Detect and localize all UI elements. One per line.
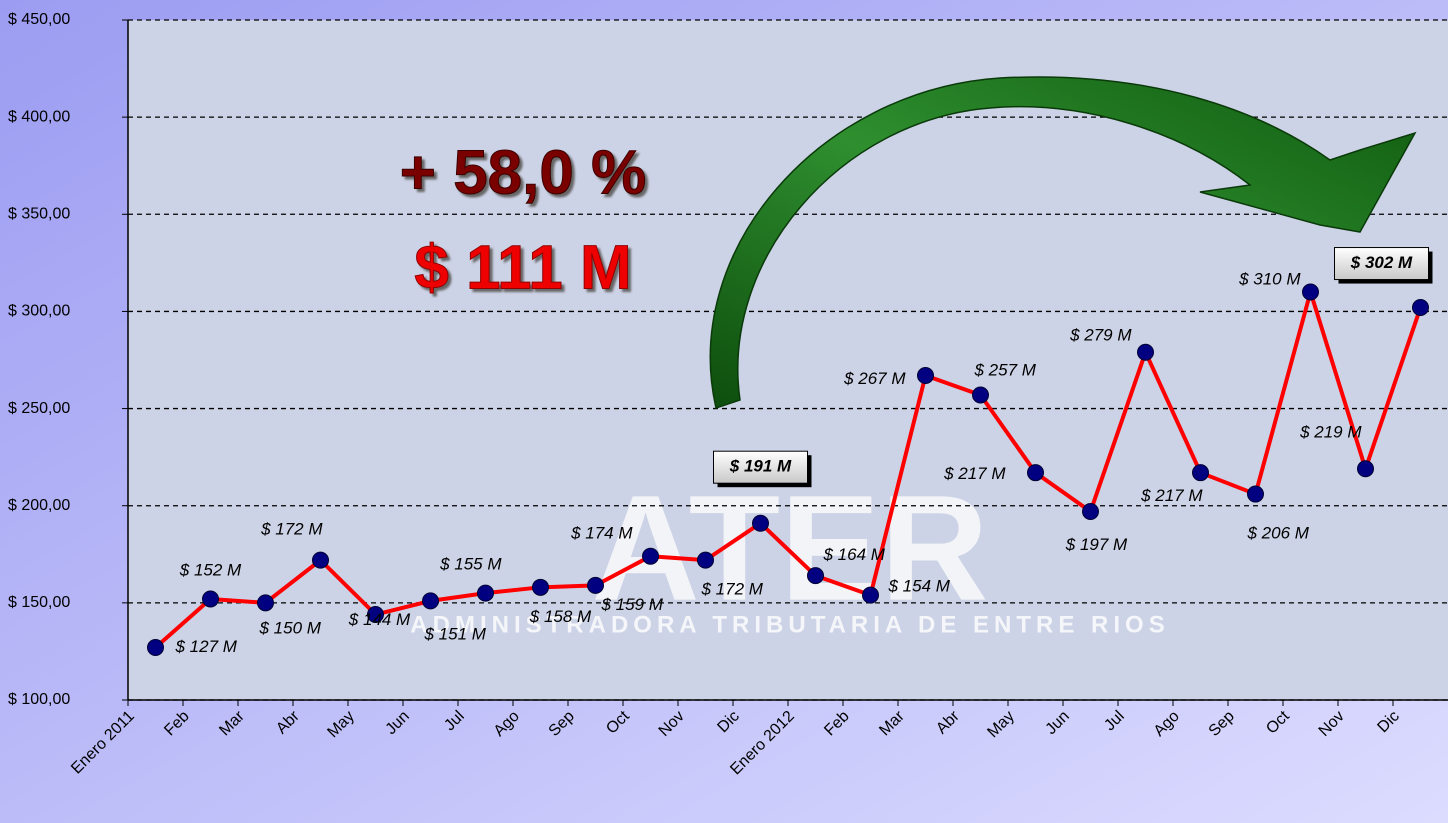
y-tick-label: $ 250,00: [8, 400, 70, 417]
y-tick-label: $ 150,00: [8, 594, 70, 611]
value-label: $ 155 M: [439, 555, 502, 574]
value-label: $ 191 M: [729, 457, 792, 476]
data-point: [918, 368, 934, 384]
data-point: [313, 552, 329, 568]
y-tick-label: $ 200,00: [8, 497, 70, 514]
value-label: $ 164 M: [823, 545, 886, 564]
data-point: [1303, 284, 1319, 300]
data-point: [148, 640, 164, 656]
data-point: [1138, 344, 1154, 360]
data-point: [808, 568, 824, 584]
value-label: $ 174 M: [570, 524, 633, 543]
value-label: $ 279 M: [1069, 326, 1132, 345]
y-tick-label: $ 400,00: [8, 108, 70, 125]
value-label: $ 154 M: [888, 577, 951, 596]
data-point: [1193, 465, 1209, 481]
value-label: $ 197 M: [1065, 535, 1128, 554]
data-point: [863, 587, 879, 603]
value-label: $ 127 M: [175, 637, 238, 656]
data-point: [588, 577, 604, 593]
growth-percent: + 58,0 %: [400, 138, 646, 207]
value-label: $ 144 M: [348, 610, 411, 629]
value-label: $ 310 M: [1238, 269, 1301, 288]
data-point: [753, 515, 769, 531]
y-tick-label: $ 100,00: [8, 691, 70, 708]
value-label: $ 159 M: [601, 595, 664, 614]
data-point: [643, 548, 659, 564]
value-label: $ 219 M: [1299, 422, 1362, 441]
data-point: [1413, 300, 1429, 316]
value-label: $ 257 M: [974, 360, 1037, 379]
value-label: $ 150 M: [259, 618, 322, 637]
watermark-text: ADMINISTRADORA TRIBUTARIA DE ENTRE RIOS: [410, 611, 1169, 638]
y-tick-label: $ 450,00: [8, 11, 70, 28]
value-label: $ 172 M: [260, 520, 323, 539]
value-label: $ 217 M: [1140, 486, 1203, 505]
chart: ATER ADMINISTRADORA TRIBUTARIA DE ENTRE …: [0, 0, 1448, 823]
data-point: [698, 552, 714, 568]
data-point: [1248, 486, 1264, 502]
data-point: [423, 593, 439, 609]
data-point: [533, 579, 549, 595]
data-point: [258, 595, 274, 611]
value-label: $ 152 M: [179, 560, 242, 579]
data-point: [1028, 465, 1044, 481]
data-point: [203, 591, 219, 607]
value-label: $ 172 M: [701, 580, 764, 599]
data-point: [973, 387, 989, 403]
value-label: $ 151 M: [424, 624, 487, 643]
y-tick-label: $ 350,00: [8, 206, 70, 223]
value-label: $ 158 M: [529, 607, 592, 626]
growth-amount: $ 111 M: [414, 233, 631, 302]
value-label: $ 267 M: [843, 369, 906, 388]
value-label: $ 217 M: [943, 464, 1006, 483]
page: ATER ADMINISTRADORA TRIBUTARIA DE ENTRE …: [0, 0, 1448, 823]
value-label: $ 206 M: [1247, 524, 1310, 543]
value-label: $ 302 M: [1350, 253, 1413, 272]
data-point: [1083, 504, 1099, 520]
data-point: [478, 585, 494, 601]
y-tick-label: $ 300,00: [8, 303, 70, 320]
data-point: [1358, 461, 1374, 477]
